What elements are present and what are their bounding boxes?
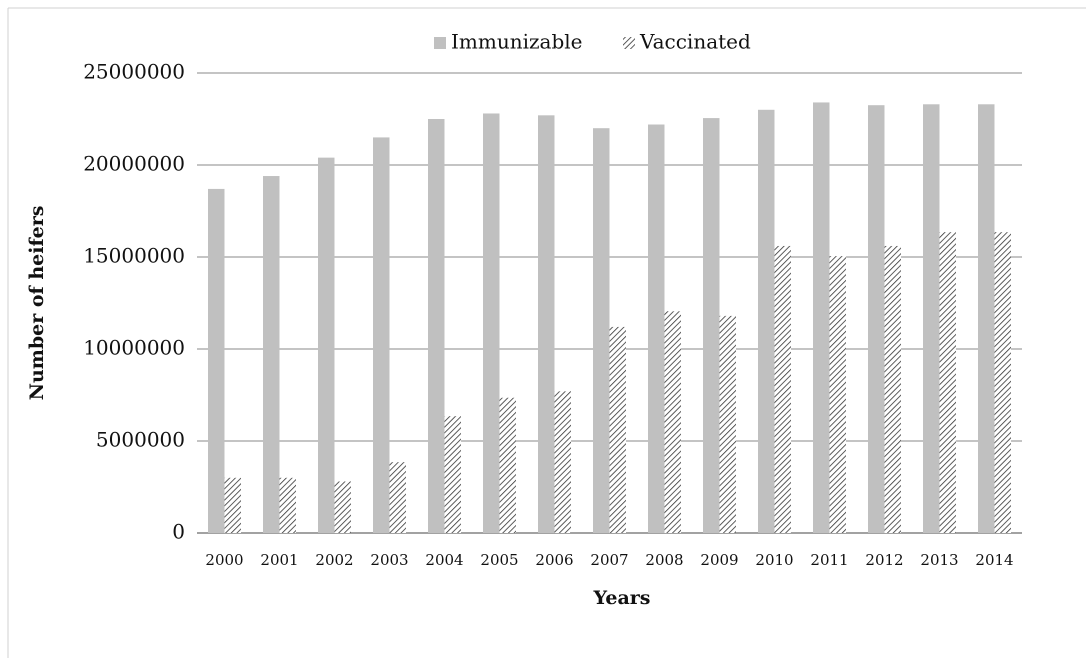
bar bbox=[334, 481, 351, 533]
x-tick-label: 2005 bbox=[480, 551, 518, 569]
bar bbox=[279, 477, 296, 533]
legend-label: Immunizable bbox=[451, 30, 582, 54]
y-tick-label: 5000000 bbox=[96, 428, 185, 452]
x-tick-label: 2000 bbox=[205, 551, 243, 569]
x-tick-label: 2007 bbox=[590, 551, 628, 569]
bar bbox=[263, 176, 280, 534]
legend-swatch bbox=[434, 37, 446, 49]
legend-label: Vaccinated bbox=[639, 30, 751, 54]
bar bbox=[373, 137, 390, 533]
bar bbox=[224, 477, 241, 533]
bar bbox=[554, 391, 571, 533]
bar bbox=[703, 118, 720, 533]
bar bbox=[389, 462, 406, 533]
y-tick-label: 20000000 bbox=[83, 152, 185, 176]
x-tick-label: 2009 bbox=[700, 551, 738, 569]
bar bbox=[923, 104, 940, 533]
y-tick-label: 0 bbox=[172, 520, 185, 544]
bar bbox=[994, 232, 1011, 533]
bar bbox=[609, 326, 626, 533]
bar bbox=[483, 113, 500, 533]
x-tick-label: 2010 bbox=[755, 551, 793, 569]
bar bbox=[664, 311, 681, 533]
bar bbox=[428, 119, 445, 533]
x-tick-label: 2013 bbox=[920, 551, 958, 569]
bar bbox=[813, 102, 830, 533]
bar bbox=[719, 315, 736, 533]
bar bbox=[318, 157, 335, 533]
bar bbox=[538, 115, 555, 533]
y-tick-label: 15000000 bbox=[83, 244, 185, 268]
bar bbox=[648, 124, 665, 534]
bar bbox=[884, 245, 901, 533]
x-tick-label: 2001 bbox=[260, 551, 298, 569]
x-tick-label: 2004 bbox=[425, 551, 463, 569]
y-axis-label: Number of heifers bbox=[26, 206, 48, 401]
x-tick-label: 2011 bbox=[810, 551, 848, 569]
bar bbox=[208, 188, 225, 534]
bar bbox=[939, 232, 956, 533]
bar bbox=[868, 105, 885, 533]
legend-swatch bbox=[623, 37, 635, 49]
x-tick-label: 2014 bbox=[975, 551, 1013, 569]
bar bbox=[499, 397, 516, 533]
bar bbox=[829, 256, 846, 533]
y-tick-label: 25000000 bbox=[83, 60, 185, 84]
x-tick-label: 2012 bbox=[865, 551, 903, 569]
bar bbox=[444, 416, 461, 533]
bar bbox=[978, 104, 995, 533]
y-tick-label: 10000000 bbox=[83, 336, 185, 360]
x-axis-label: Years bbox=[592, 587, 650, 609]
x-tick-label: 2002 bbox=[315, 551, 353, 569]
bar bbox=[774, 245, 791, 533]
bar bbox=[758, 109, 775, 534]
x-tick-label: 2006 bbox=[535, 551, 573, 569]
x-tick-label: 2003 bbox=[370, 551, 408, 569]
bar bbox=[593, 128, 610, 533]
x-tick-label: 2008 bbox=[645, 551, 683, 569]
